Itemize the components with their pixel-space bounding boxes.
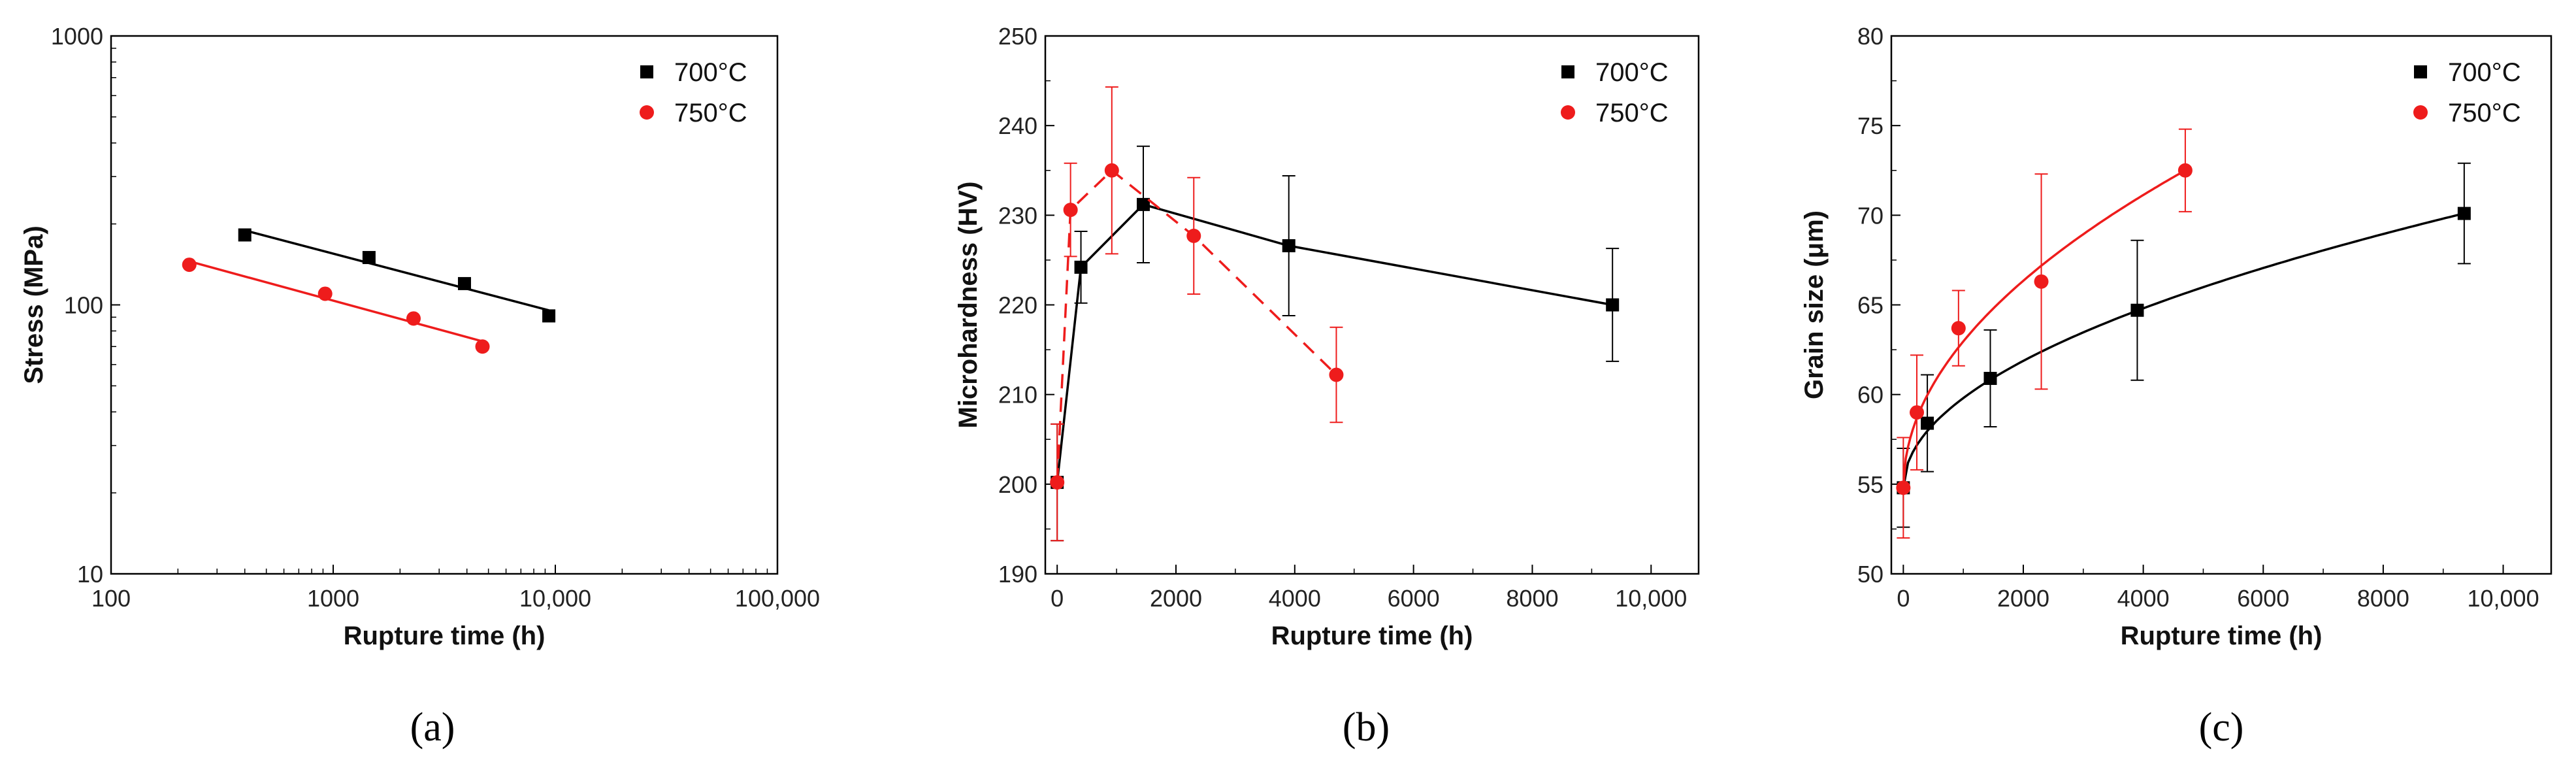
data-point-s750 bbox=[406, 311, 421, 326]
y-tick-label: 100 bbox=[64, 292, 103, 319]
data-point-s700 bbox=[238, 228, 252, 242]
x-tick-label: 0 bbox=[1051, 585, 1064, 612]
data-point-s750 bbox=[1186, 228, 1201, 243]
data-point-s700 bbox=[1074, 260, 1088, 274]
data-point-s700 bbox=[362, 251, 376, 265]
x-tick-label: 6000 bbox=[1388, 585, 1440, 612]
series-s750 bbox=[1050, 86, 1344, 542]
series-s700 bbox=[238, 228, 556, 323]
legend-marker-s750 bbox=[2413, 105, 2428, 120]
fit-line-s750 bbox=[189, 260, 483, 342]
legend-marker-s700 bbox=[640, 65, 653, 78]
chart-c-grain-size-vs-rupture: 0 2000 4000 6000 8000 10,000 50 55 60 65 70 75 80 Rup… bbox=[1800, 23, 2552, 750]
y-tick-label: 240 bbox=[998, 112, 1037, 139]
data-point-s700 bbox=[2457, 207, 2471, 220]
y-tick-label: 200 bbox=[998, 471, 1037, 498]
data-point-s750 bbox=[1910, 405, 1925, 420]
x-tick-label: 1000 bbox=[307, 585, 359, 612]
x-tick-label: 2000 bbox=[1997, 585, 2049, 612]
y-tick-label: 10 bbox=[77, 561, 103, 588]
y-tick-label: 230 bbox=[998, 202, 1037, 229]
chart-b-microhardness-vs-rupture: 0 2000 4000 6000 8000 10,000 190 200 210 220 230 24… bbox=[954, 23, 1700, 750]
x-tick-label: 2000 bbox=[1150, 585, 1202, 612]
x-tick-label: 10,000 bbox=[2467, 585, 2539, 612]
x-tick-label: 100,000 bbox=[735, 585, 820, 612]
x-tick-label: 8000 bbox=[2357, 585, 2409, 612]
fit-line-s700 bbox=[244, 229, 549, 312]
legend-label-s750: 750°C bbox=[2448, 99, 2521, 127]
legend-label-s700: 700°C bbox=[2448, 58, 2521, 87]
y-tick-label: 1000 bbox=[51, 23, 103, 50]
y-tick-label: 70 bbox=[1857, 202, 1883, 229]
legend-label-s700: 700°C bbox=[1595, 58, 1669, 87]
x-tick-label: 8000 bbox=[1506, 585, 1558, 612]
x-tick-label: 4000 bbox=[2117, 585, 2170, 612]
x-axis-label: Rupture time (h) bbox=[344, 622, 546, 650]
data-point-s750 bbox=[1896, 480, 1911, 495]
data-point-s750 bbox=[1104, 163, 1119, 178]
legend-marker-s750 bbox=[1561, 105, 1575, 120]
legend-label-s750: 750°C bbox=[1595, 99, 1669, 127]
data-point-s750 bbox=[1329, 367, 1344, 382]
y-axis-label: Grain size (μm) bbox=[1800, 210, 1829, 399]
data-point-s750 bbox=[1063, 203, 1078, 218]
data-point-s750 bbox=[182, 258, 197, 273]
data-point-s750 bbox=[1951, 321, 1966, 336]
data-point-s750 bbox=[318, 286, 333, 301]
data-point-s750 bbox=[2177, 163, 2193, 178]
data-point-s700 bbox=[1983, 371, 1997, 385]
x-tick-label: 0 bbox=[1897, 585, 1910, 612]
series-s750 bbox=[1896, 128, 2193, 539]
x-tick-label: 4000 bbox=[1269, 585, 1321, 612]
legend-marker-s700 bbox=[2414, 65, 2427, 78]
x-axis-label: Rupture time (h) bbox=[1271, 622, 1473, 650]
data-point-s700 bbox=[2130, 303, 2144, 317]
y-tick-label: 50 bbox=[1857, 561, 1883, 588]
y-tick-label: 250 bbox=[998, 23, 1037, 50]
y-tick-label: 210 bbox=[998, 382, 1037, 408]
x-tick-label: 100 bbox=[91, 585, 131, 612]
legend-label-s750: 750°C bbox=[674, 99, 747, 127]
legend-label-s700: 700°C bbox=[674, 58, 747, 87]
legend-marker-s750 bbox=[640, 105, 654, 120]
x-tick-label: 10,000 bbox=[1615, 585, 1687, 612]
y-tick-label: 75 bbox=[1857, 112, 1883, 139]
legend-marker-s700 bbox=[1561, 65, 1574, 78]
data-point-s700 bbox=[1137, 197, 1150, 211]
data-point-s750 bbox=[475, 339, 490, 354]
y-tick-label: 60 bbox=[1857, 382, 1883, 408]
data-point-s700 bbox=[1606, 298, 1620, 312]
panel-label: (b) bbox=[1343, 705, 1390, 750]
x-tick-label: 10,000 bbox=[519, 585, 591, 612]
y-tick-label: 220 bbox=[998, 292, 1037, 319]
data-point-s700 bbox=[1921, 416, 1934, 430]
y-tick-label: 190 bbox=[998, 561, 1037, 588]
x-tick-label: 6000 bbox=[2237, 585, 2289, 612]
data-point-s750 bbox=[2034, 274, 2049, 289]
y-tick-label: 55 bbox=[1857, 471, 1883, 498]
panel-label: (a) bbox=[410, 705, 455, 750]
x-axis-label: Rupture time (h) bbox=[2121, 622, 2323, 650]
y-axis-label: Stress (MPa) bbox=[20, 225, 48, 384]
panel-label: (c) bbox=[2199, 705, 2244, 750]
series-s750 bbox=[182, 258, 490, 354]
fit-line-s750 bbox=[1902, 169, 2186, 488]
data-point-s700 bbox=[1282, 239, 1296, 252]
y-axis-label: Microhardness (HV) bbox=[954, 182, 983, 429]
data-point-s750 bbox=[1050, 475, 1065, 490]
data-point-s700 bbox=[457, 276, 471, 290]
y-tick-label: 80 bbox=[1857, 23, 1883, 50]
data-point-s700 bbox=[542, 309, 556, 323]
y-tick-label: 65 bbox=[1857, 292, 1883, 319]
